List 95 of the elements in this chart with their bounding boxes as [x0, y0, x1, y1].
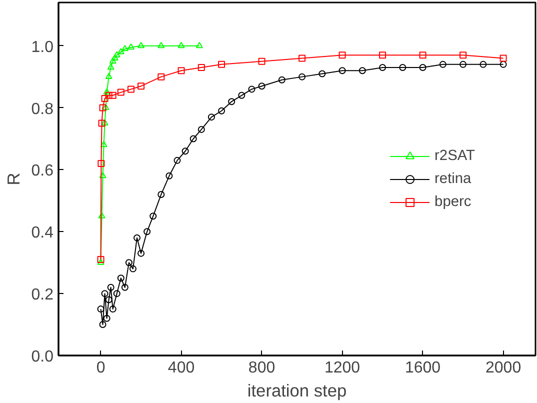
point — [109, 306, 116, 313]
point — [138, 82, 145, 90]
point — [298, 73, 306, 80]
x-tick-label: 800 — [248, 360, 276, 376]
point — [98, 120, 106, 127]
point — [125, 259, 132, 266]
point — [99, 104, 106, 112]
point — [318, 70, 326, 78]
point — [358, 67, 366, 74]
point — [258, 82, 266, 90]
point — [102, 104, 110, 110]
point — [113, 290, 120, 298]
point — [99, 172, 106, 178]
point — [338, 52, 346, 59]
point — [98, 160, 105, 168]
point — [298, 54, 306, 62]
point — [107, 284, 114, 291]
point — [121, 44, 128, 52]
point — [121, 284, 128, 291]
point — [182, 148, 189, 155]
point — [97, 256, 104, 264]
legend-label: retina — [434, 170, 472, 186]
point — [218, 107, 226, 114]
point — [248, 86, 256, 93]
point — [218, 60, 226, 68]
point — [97, 258, 104, 265]
point — [178, 67, 185, 74]
point — [117, 48, 124, 54]
x-tick-label: 2000 — [486, 360, 522, 376]
y-tick-label: 0.8 — [31, 100, 54, 118]
y-tick-label: 0.4 — [31, 224, 54, 242]
point — [144, 228, 151, 236]
x-tick-label: 0 — [96, 360, 106, 376]
point — [101, 290, 108, 298]
point — [111, 54, 118, 60]
point — [196, 42, 203, 48]
point — [419, 64, 426, 72]
point — [198, 126, 205, 133]
y-tick-label: 0.0 — [31, 348, 54, 366]
point — [399, 64, 406, 72]
point — [101, 94, 108, 102]
point — [117, 274, 124, 282]
point — [113, 51, 120, 58]
x-axis-title: iteration step — [247, 380, 347, 400]
point — [129, 265, 136, 272]
point — [460, 52, 467, 59]
point — [133, 234, 140, 242]
point — [98, 212, 106, 218]
point — [109, 57, 116, 64]
point — [198, 64, 205, 72]
point — [174, 156, 181, 164]
point — [439, 60, 446, 68]
legend-label: r2SAT — [434, 148, 475, 164]
point — [166, 172, 173, 180]
y-tick-label: 0.2 — [31, 286, 54, 304]
point — [228, 98, 236, 106]
point — [238, 92, 246, 99]
point — [419, 52, 426, 59]
point — [103, 88, 110, 95]
point — [100, 140, 108, 148]
point — [208, 114, 215, 121]
point — [99, 321, 106, 328]
point — [178, 42, 185, 48]
x-tick-label: 1200 — [324, 360, 360, 376]
point — [117, 88, 124, 96]
point — [101, 119, 108, 126]
point — [158, 190, 165, 198]
point — [480, 60, 487, 68]
point — [138, 42, 145, 48]
point — [158, 73, 165, 80]
point — [150, 212, 157, 220]
point — [127, 86, 134, 93]
point — [105, 72, 112, 80]
point — [338, 67, 346, 74]
point — [105, 296, 112, 304]
y-axis-title: R — [3, 172, 24, 186]
x-tick-label: 1600 — [404, 360, 441, 376]
point — [127, 43, 134, 50]
y-tick-label: 0.6 — [31, 162, 54, 180]
point — [190, 135, 197, 142]
x-tick-label: 400 — [168, 360, 195, 376]
point — [103, 314, 110, 322]
point — [500, 54, 507, 62]
y-tick-label: 1.0 — [31, 38, 54, 56]
point — [109, 92, 116, 99]
point — [105, 92, 112, 99]
point — [460, 60, 467, 68]
point — [107, 64, 114, 70]
point — [138, 250, 145, 257]
legend-label: bperc — [434, 194, 472, 210]
point — [158, 42, 165, 48]
point — [278, 76, 286, 84]
point — [379, 64, 386, 72]
point — [258, 58, 266, 65]
point — [379, 52, 386, 59]
